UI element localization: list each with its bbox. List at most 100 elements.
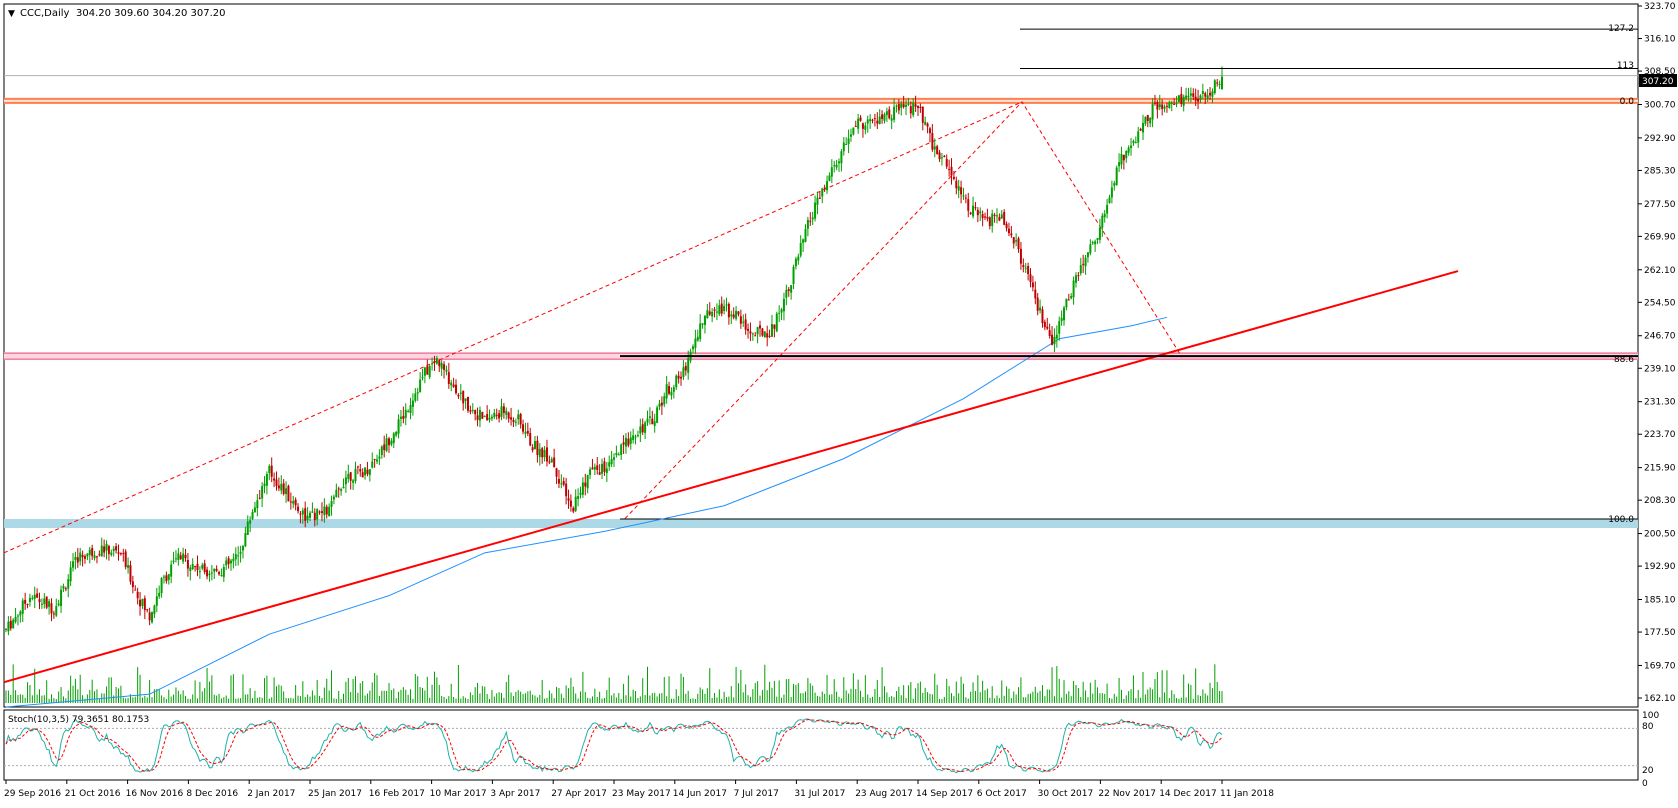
candle-body bbox=[385, 438, 388, 451]
x-tick-label: 7 Jul 2017 bbox=[734, 789, 779, 799]
x-tick-label: 25 Jan 2017 bbox=[308, 789, 362, 799]
candle-body bbox=[14, 616, 17, 622]
candle-body bbox=[593, 466, 596, 470]
x-tick-label: 3 Apr 2017 bbox=[490, 789, 540, 799]
candle-body bbox=[565, 483, 568, 497]
x-tick-label: 23 Aug 2017 bbox=[855, 789, 913, 799]
candle-body bbox=[141, 598, 144, 606]
candle-body bbox=[605, 468, 608, 474]
candle-body bbox=[261, 486, 264, 499]
candle-body bbox=[727, 303, 730, 318]
candle-body bbox=[584, 482, 587, 487]
candle-body bbox=[670, 391, 673, 396]
candle-body bbox=[5, 629, 7, 631]
candle-body bbox=[52, 613, 55, 615]
candle-body bbox=[656, 407, 659, 423]
candle-body bbox=[251, 511, 254, 519]
candle-body bbox=[995, 215, 998, 217]
candle-body bbox=[67, 579, 70, 589]
candle-body bbox=[952, 176, 955, 179]
candle-body bbox=[919, 106, 922, 109]
candle-body bbox=[88, 549, 91, 555]
candle-body bbox=[426, 366, 429, 375]
candle-body bbox=[725, 304, 728, 306]
candle-body bbox=[320, 511, 323, 513]
candle-body bbox=[359, 469, 362, 472]
candle-body bbox=[1158, 104, 1161, 108]
candle-body bbox=[1168, 102, 1171, 109]
candle-body bbox=[1204, 93, 1207, 97]
candle-body bbox=[1060, 317, 1063, 322]
x-tick-label: 16 Nov 2016 bbox=[126, 789, 184, 799]
current-price-label: 307.20 bbox=[1642, 77, 1674, 87]
candle-body bbox=[895, 105, 898, 107]
candle-body bbox=[459, 392, 462, 394]
candle-body bbox=[505, 410, 508, 415]
candle-body bbox=[1106, 204, 1109, 214]
candle-body bbox=[972, 205, 975, 217]
candle-body bbox=[691, 346, 694, 350]
candle-body bbox=[708, 311, 711, 315]
candle-body bbox=[926, 123, 929, 127]
candle-body bbox=[220, 575, 223, 577]
candle-body bbox=[313, 512, 316, 521]
stoch-signal-line bbox=[5, 719, 1223, 773]
candle-body bbox=[1163, 106, 1166, 109]
candle-body bbox=[69, 567, 72, 582]
candle-body bbox=[151, 612, 154, 623]
candle-body bbox=[165, 575, 168, 582]
candle-body bbox=[732, 314, 735, 318]
candle-body bbox=[474, 410, 477, 415]
candle-body bbox=[668, 386, 671, 394]
candle-body bbox=[1031, 282, 1034, 288]
candle-body bbox=[395, 431, 398, 436]
candle-body bbox=[1055, 334, 1058, 339]
candle-body bbox=[143, 598, 146, 611]
fib-label-0: 0.0 bbox=[1620, 97, 1635, 107]
candle-body bbox=[349, 472, 352, 481]
candle-body bbox=[311, 511, 314, 513]
candle-body bbox=[1003, 211, 1006, 225]
stoch-level-80: 80 bbox=[1642, 722, 1654, 732]
candle-body bbox=[613, 457, 615, 460]
candle-body bbox=[241, 546, 244, 551]
candle-body bbox=[1213, 80, 1216, 94]
candle-body bbox=[383, 444, 386, 451]
candle-body bbox=[21, 600, 24, 614]
candle-body bbox=[1091, 242, 1094, 244]
candle-body bbox=[770, 324, 773, 337]
candle-body bbox=[368, 469, 371, 476]
candle-body bbox=[361, 472, 364, 478]
candle-body bbox=[86, 553, 89, 557]
stoch-header: Stoch(10,3,5) 79.3651 80.1753 bbox=[8, 715, 149, 725]
candle-body bbox=[1019, 248, 1022, 264]
candle-body bbox=[857, 118, 860, 129]
y-tick-label: 215.90 bbox=[1644, 464, 1676, 474]
candle-body bbox=[1153, 102, 1156, 104]
resistance-zone bbox=[4, 97, 1638, 104]
candle-body bbox=[447, 372, 450, 384]
candle-body bbox=[534, 441, 537, 450]
collapse-arrow-icon[interactable]: ▼ bbox=[8, 9, 15, 19]
candle-body bbox=[574, 496, 577, 511]
candle-body bbox=[206, 569, 209, 577]
candle-body bbox=[131, 581, 134, 588]
candle-body bbox=[462, 391, 465, 404]
candle-body bbox=[517, 414, 520, 420]
candle-body bbox=[608, 462, 611, 467]
candle-body bbox=[835, 164, 838, 168]
candle-body bbox=[98, 554, 101, 556]
candle-body bbox=[658, 403, 661, 407]
candle-body bbox=[387, 438, 390, 446]
candle-body bbox=[33, 594, 36, 599]
candle-body bbox=[1022, 265, 1025, 267]
candle-body bbox=[218, 572, 221, 575]
candle-body bbox=[488, 417, 491, 420]
candle-body bbox=[1189, 93, 1192, 96]
y-tick-label: 308.50 bbox=[1644, 67, 1676, 77]
candle-body bbox=[790, 285, 793, 293]
candle-body bbox=[802, 239, 805, 243]
candle-body bbox=[873, 118, 876, 120]
candle-body bbox=[9, 620, 12, 629]
